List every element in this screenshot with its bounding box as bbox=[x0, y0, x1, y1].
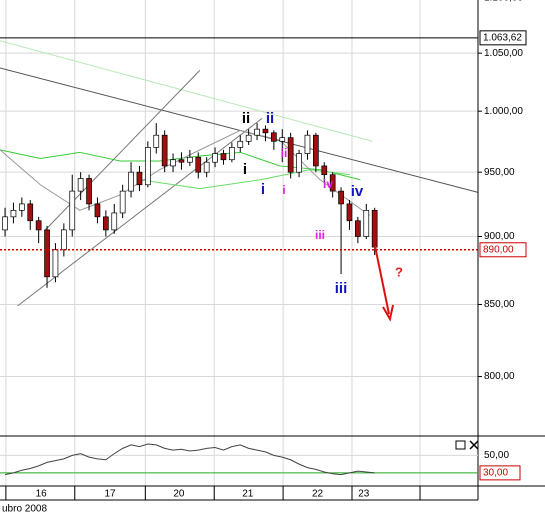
candle-body bbox=[52, 249, 59, 278]
x-tick-label: 20 bbox=[173, 489, 185, 500]
maximize-icon[interactable] bbox=[455, 440, 466, 450]
arrow-line bbox=[374, 245, 390, 315]
indicator-line bbox=[4, 443, 375, 476]
wave-label: iii bbox=[315, 228, 325, 242]
x-tick-label: 22 bbox=[312, 489, 324, 500]
candle-body bbox=[321, 165, 328, 176]
candle-body bbox=[287, 137, 294, 173]
candle-body bbox=[170, 159, 176, 167]
candle-body bbox=[254, 128, 260, 136]
candle-body bbox=[10, 209, 17, 218]
y-tick-label: 800,00 bbox=[484, 371, 515, 382]
candle-body bbox=[119, 190, 126, 214]
candle-body bbox=[44, 229, 50, 278]
candle-body bbox=[313, 134, 319, 167]
candle-body bbox=[178, 159, 185, 163]
candle-body bbox=[111, 212, 118, 231]
candle-body bbox=[212, 153, 218, 163]
y-tick-label: 50,00 bbox=[484, 450, 509, 461]
wave-label: ? bbox=[395, 264, 403, 279]
candle-body bbox=[145, 147, 151, 186]
candle-body bbox=[187, 156, 193, 163]
candle-body bbox=[346, 203, 353, 222]
candle-body bbox=[18, 203, 25, 211]
candle-body bbox=[203, 161, 210, 173]
candle-body bbox=[296, 153, 302, 173]
candle-body bbox=[136, 171, 143, 186]
candle-body bbox=[338, 190, 344, 205]
level-label: 890,00 bbox=[483, 244, 514, 255]
candle-body bbox=[262, 128, 269, 134]
candle-body bbox=[245, 134, 252, 142]
candle-body bbox=[94, 203, 101, 218]
candle-body bbox=[2, 216, 8, 231]
close-icon[interactable] bbox=[469, 440, 479, 450]
level-label: 30,00 bbox=[483, 468, 508, 479]
candle-body bbox=[229, 147, 235, 161]
wave-label: i bbox=[261, 181, 265, 198]
level-label: 1.063,62 bbox=[483, 32, 522, 43]
x-tick-label: 21 bbox=[242, 489, 254, 500]
levels bbox=[0, 37, 478, 251]
candle-body bbox=[279, 137, 286, 142]
candle-body bbox=[220, 153, 227, 161]
candle-body bbox=[102, 216, 109, 231]
y-tick-label: 1.050,00 bbox=[484, 48, 523, 59]
wave-label: iii bbox=[335, 280, 348, 297]
candles bbox=[2, 123, 378, 288]
candle-body bbox=[195, 156, 202, 173]
x-tick-label: 16 bbox=[36, 489, 48, 500]
y-tick-label: 1.000,00 bbox=[484, 106, 523, 117]
candle-body bbox=[329, 174, 336, 192]
overlays bbox=[0, 40, 479, 307]
candle-body bbox=[355, 220, 361, 237]
wave-label: iv bbox=[323, 177, 333, 191]
candle-body bbox=[237, 140, 244, 148]
overlay-line bbox=[0, 67, 479, 193]
wave-labels: ii ii i i ii i iv iv iii iii ? bbox=[242, 110, 403, 297]
level-box bbox=[479, 30, 527, 46]
candle-body bbox=[153, 134, 160, 148]
candle-body bbox=[77, 178, 84, 192]
forecast-arrow bbox=[374, 245, 394, 322]
panel-icons bbox=[455, 440, 479, 450]
wave-label: ii bbox=[281, 146, 288, 160]
candle-body bbox=[86, 178, 92, 205]
y-tick-label: 1.100,00 bbox=[484, 0, 523, 3]
wave-label: iv bbox=[351, 183, 364, 200]
candle-body bbox=[271, 132, 277, 142]
wave-label: ii bbox=[266, 110, 274, 127]
candle-body bbox=[371, 209, 378, 248]
y-tick-label: 900,00 bbox=[484, 231, 515, 242]
arrow-head bbox=[382, 304, 394, 322]
candle-body bbox=[304, 134, 311, 154]
y-tick-label: 950,00 bbox=[484, 167, 515, 178]
wave-label: ii bbox=[242, 110, 250, 127]
candle-body bbox=[161, 134, 168, 167]
candle-body bbox=[69, 190, 76, 231]
candle-body bbox=[60, 229, 67, 251]
wave-label: i bbox=[243, 161, 247, 178]
level-box bbox=[479, 242, 527, 258]
y-tick-label: 850,00 bbox=[484, 299, 515, 310]
candle-body bbox=[35, 220, 42, 231]
overlay-line bbox=[17, 117, 263, 307]
candle-body bbox=[128, 171, 134, 192]
x-tick-label: 23 bbox=[358, 489, 370, 500]
wave-label: i bbox=[282, 183, 285, 197]
candle-body bbox=[363, 209, 370, 237]
level-box bbox=[479, 465, 521, 481]
candle-body bbox=[27, 203, 34, 222]
x-tick-label: 17 bbox=[104, 489, 116, 500]
footer-date: ubro 2008 bbox=[2, 504, 47, 515]
overlay-line bbox=[0, 40, 373, 142]
